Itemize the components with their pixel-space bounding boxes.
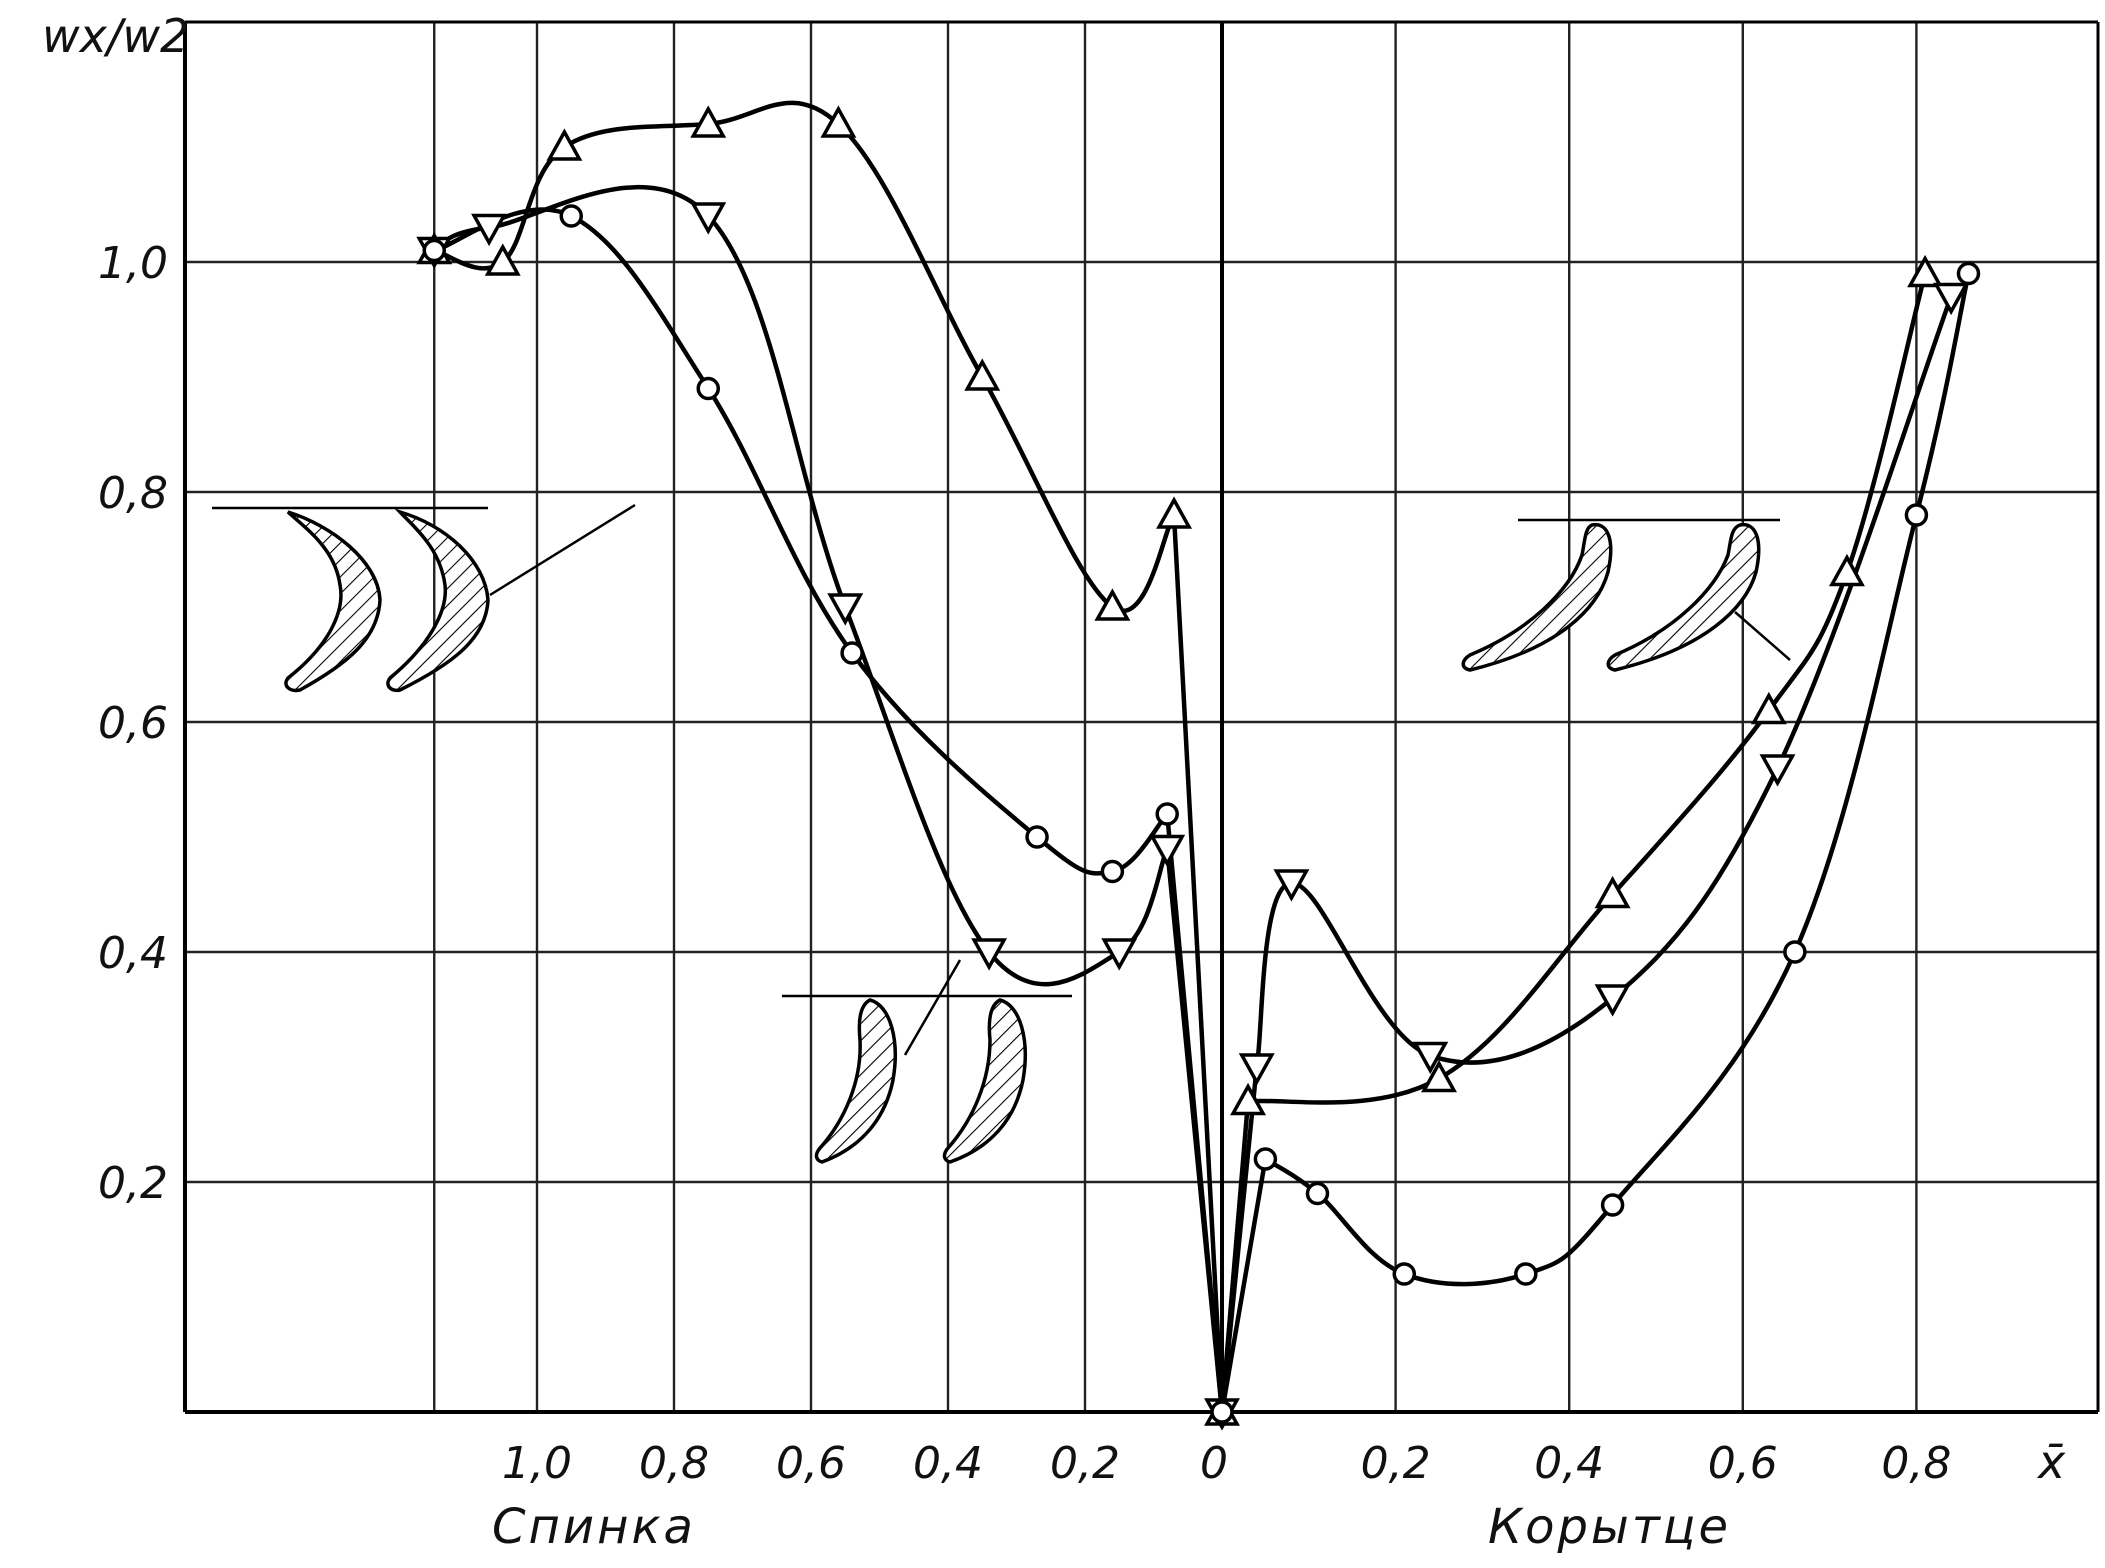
x-tick-label: 0,4: [1534, 1438, 1604, 1489]
data-point-triangle-up: [964, 358, 1001, 391]
data-point-triangle-down: [1101, 938, 1138, 971]
x-tick-label: 0,2: [1050, 1438, 1120, 1489]
data-point-circle: [1514, 1262, 1538, 1286]
data-point-triangle-down: [827, 593, 864, 626]
data-point-triangle-down: [1412, 1041, 1449, 1075]
x-tick-label: 0,6: [1708, 1438, 1778, 1489]
data-point-circle: [422, 238, 446, 263]
x-tick-label: 0,8: [639, 1438, 709, 1489]
data-point-triangle-down: [1594, 984, 1631, 1017]
data-point-triangle-down: [1933, 282, 1970, 316]
data-point-circle: [1956, 261, 1981, 286]
pressure-side-label: Корытце: [1488, 1499, 1731, 1555]
data-point-triangle-up: [1094, 588, 1131, 621]
data-point-circle: [1600, 1193, 1625, 1217]
data-point-circle: [1253, 1147, 1278, 1171]
data-point-triangle-up: [1156, 496, 1193, 529]
x-tick-label: 0: [1200, 1438, 1228, 1489]
data-point-triangle-up: [1750, 691, 1787, 725]
y-tick-label: 1,0: [98, 238, 168, 289]
data-point-triangle-down: [971, 938, 1008, 971]
data-point-triangle-up: [546, 128, 583, 161]
x-tick-labels: 1,0 0,8 0,6 0,4 0,2 0 0,2 0,4 0,6 0,8: [502, 1438, 1951, 1489]
suction-side-label: Спинка: [492, 1499, 696, 1555]
data-point-triangle-up: [820, 105, 857, 138]
series-line-circle: [432, 207, 1971, 1415]
x-axis-title: x̄: [2036, 1435, 2066, 1489]
axes: [183, 20, 2100, 1414]
data-point-circle: [1210, 1400, 1234, 1424]
data-point-circle: [559, 204, 583, 228]
data-point-triangle-down: [690, 202, 727, 235]
series-line-triangle-down: [432, 184, 1954, 1415]
data-point-circle: [696, 376, 720, 401]
y-axis-title: wx/w2: [42, 9, 189, 63]
x-tick-label: 1,0: [502, 1438, 572, 1489]
data-point-triangle-up: [1828, 553, 1865, 587]
x-tick-label: 0,6: [776, 1438, 846, 1489]
data-point-triangle-up: [1230, 1082, 1267, 1116]
data-point-triangle-down: [1759, 754, 1796, 787]
profile-sketch-right: [1461, 518, 1791, 672]
data-point-circle: [1155, 802, 1179, 826]
data-point-circle: [1305, 1181, 1330, 1206]
data-point-circle: [1100, 859, 1125, 884]
data-point-circle: [1904, 503, 1929, 527]
data-point-circle: [1025, 825, 1049, 849]
y-tick-label: 0,8: [98, 468, 168, 519]
data-point-triangle-up: [1907, 254, 1944, 288]
data-point-triangle-up: [1594, 875, 1631, 909]
data-point-triangle-down: [1149, 834, 1186, 868]
data-point-triangle-up: [484, 243, 521, 276]
series-line-triangle-up: [432, 100, 1928, 1415]
y-tick-label: 0,6: [98, 698, 168, 749]
x-tick-label: 0,4: [913, 1438, 983, 1489]
data-point-triangle-down: [1273, 869, 1310, 902]
series: [432, 100, 1971, 1415]
data-point-circle: [1392, 1262, 1417, 1286]
data-point-triangle-down: [1238, 1053, 1275, 1086]
data-point-triangle-down: [471, 213, 508, 247]
y-tick-labels: 0,2 0,4 0,6 0,8 1,0: [98, 238, 168, 1209]
x-tick-label: 0,8: [1881, 1438, 1951, 1489]
data-point-triangle-up: [690, 105, 727, 138]
profile-sketch-left: [212, 503, 636, 693]
markers: [416, 105, 1981, 1431]
y-tick-label: 0,2: [98, 1158, 168, 1209]
y-tick-label: 0,4: [98, 928, 168, 979]
data-point-circle: [840, 641, 864, 665]
data-point-triangle-up: [1421, 1059, 1457, 1093]
x-tick-label: 0,2: [1361, 1438, 1431, 1489]
data-point-circle: [1783, 940, 1807, 964]
profile-sketch-middle: [782, 959, 1072, 1164]
